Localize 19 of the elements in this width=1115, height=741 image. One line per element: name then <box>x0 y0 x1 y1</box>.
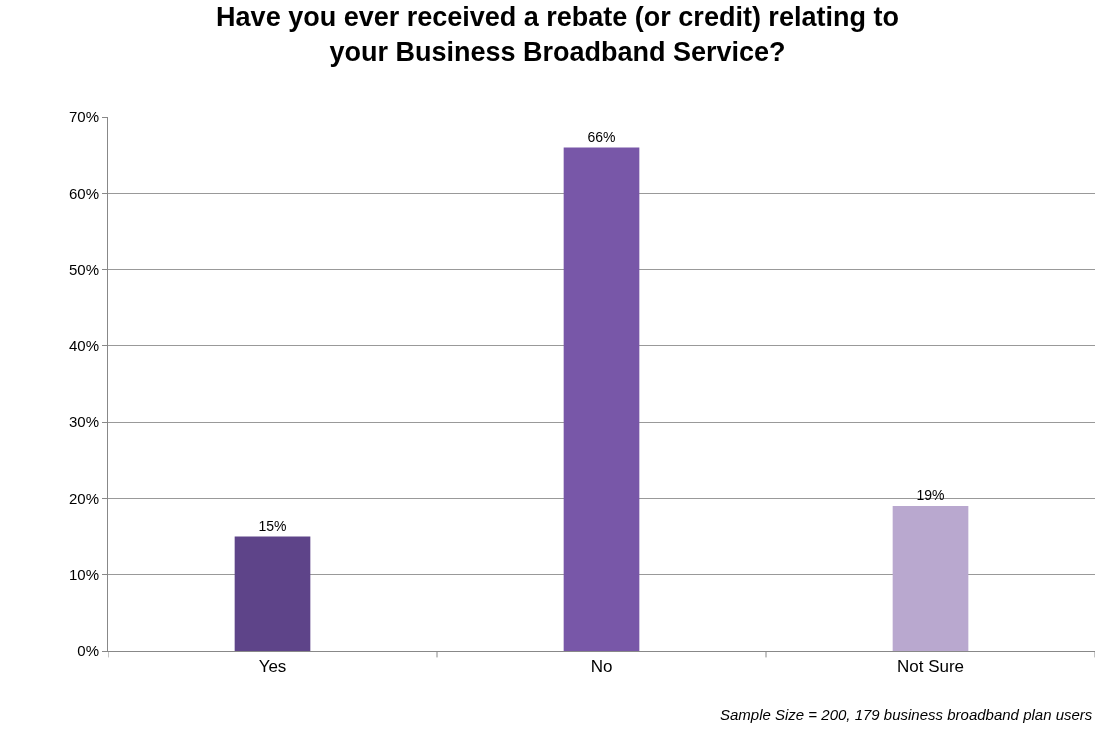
data-label: 66% <box>587 128 616 145</box>
data-label: 19% <box>916 487 945 504</box>
data-label: 15% <box>258 517 287 534</box>
y-tick-label: 40% <box>68 337 99 355</box>
x-tick-label: Yes <box>258 657 287 677</box>
chart-title: Have you ever received a rebate (or credit) relating to your Business Broadband Service? <box>216 1 899 68</box>
bar <box>234 536 311 651</box>
y-tick-label: 70% <box>68 108 99 126</box>
y-tick-label: 10% <box>68 565 99 583</box>
text: Sample Size = 200, 179 business broadband plan users <box>720 706 1093 723</box>
y-tick-label: 60% <box>68 184 99 202</box>
y-tick-label: 20% <box>68 489 99 507</box>
x-tick-label: Not Sure <box>896 657 965 677</box>
y-tick-label: 0% <box>77 642 99 660</box>
y-tick-label: 30% <box>68 413 99 431</box>
x-tick-label: No <box>590 657 613 677</box>
y-tick-label: 50% <box>68 260 99 278</box>
bar <box>563 147 640 651</box>
bar <box>892 506 969 651</box>
